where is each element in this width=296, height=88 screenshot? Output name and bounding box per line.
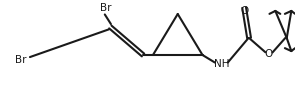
Text: Br: Br — [100, 3, 111, 13]
Text: O: O — [265, 49, 273, 59]
Text: NH: NH — [214, 59, 229, 69]
Text: Br: Br — [15, 55, 27, 65]
Text: O: O — [240, 6, 248, 16]
